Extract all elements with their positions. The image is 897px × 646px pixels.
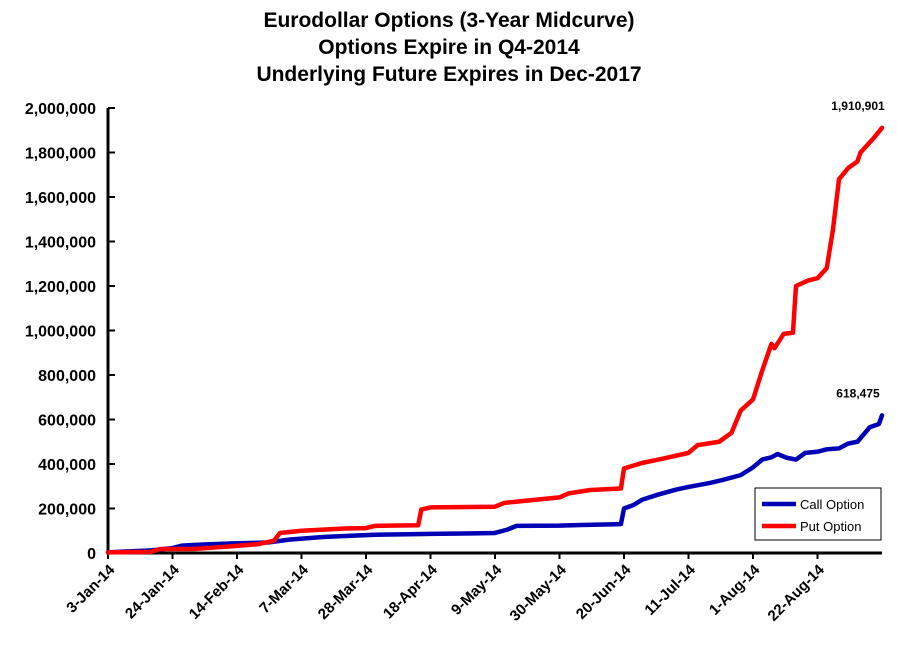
y-tick-label: 1,000,000 <box>25 324 96 341</box>
y-tick-label: 1,400,000 <box>25 235 96 252</box>
x-tick-label: 1-Aug-14 <box>706 561 764 619</box>
series-line-call-option <box>105 413 885 555</box>
series-lines <box>105 125 885 555</box>
x-tick-label: 30-May-14 <box>507 561 571 625</box>
y-tick-label: 200,000 <box>38 502 96 519</box>
legend: Call Option Put Option <box>754 487 882 541</box>
y-tick-label: 1,600,000 <box>25 190 96 207</box>
y-tick-label: 400,000 <box>38 457 96 474</box>
y-tick-label: 800,000 <box>38 368 96 385</box>
data-labels: 1,910,901 618,475 <box>831 99 885 401</box>
legend-box <box>754 487 882 541</box>
legend-label: Call Option <box>800 497 864 512</box>
x-tick-label: 7-Mar-14 <box>256 561 312 617</box>
y-tick-label: 2,000,000 <box>25 101 96 118</box>
x-tick-label: 3-Jan-14 <box>63 561 119 617</box>
data-label: 1,910,901 <box>831 99 885 113</box>
x-tick-label: 28-Mar-14 <box>315 561 377 623</box>
data-label: 618,475 <box>836 386 880 400</box>
y-tick-label: 0 <box>87 546 96 563</box>
chart-title-line: Underlying Future Expires in Dec-2017 <box>256 63 641 86</box>
y-tick-label: 600,000 <box>38 413 96 430</box>
y-tick-label: 1,800,000 <box>25 146 96 163</box>
x-tick-label: 20-Jun-14 <box>573 561 635 623</box>
chart-title: Eurodollar Options (3-Year Midcurve) Opti… <box>256 9 641 86</box>
x-tick-label: 11-Jul-14 <box>641 561 699 619</box>
y-tick-label: 1,200,000 <box>25 279 96 296</box>
series-line-put-option <box>105 125 885 555</box>
chart-title-line: Eurodollar Options (3-Year Midcurve) <box>263 9 634 32</box>
y-axis: 0 200,000 400,000 600,000 800,000 1,000,000 1,… <box>25 101 115 563</box>
x-tick-label: 18-Apr-14 <box>380 561 441 622</box>
x-tick-label: 24-Jan-14 <box>122 561 183 622</box>
x-tick-label: 22-Aug-14 <box>765 561 829 625</box>
legend-label: Put Option <box>800 519 861 534</box>
x-axis: 3-Jan-14 24-Jan-14 14-Feb-14 7-Mar-14 28-Mar… <box>63 551 882 625</box>
x-tick-label: 9-May-14 <box>448 561 506 619</box>
chart-title-line: Options Expire in Q4-2014 <box>318 36 580 59</box>
x-tick-label: 14-Feb-14 <box>186 561 248 623</box>
